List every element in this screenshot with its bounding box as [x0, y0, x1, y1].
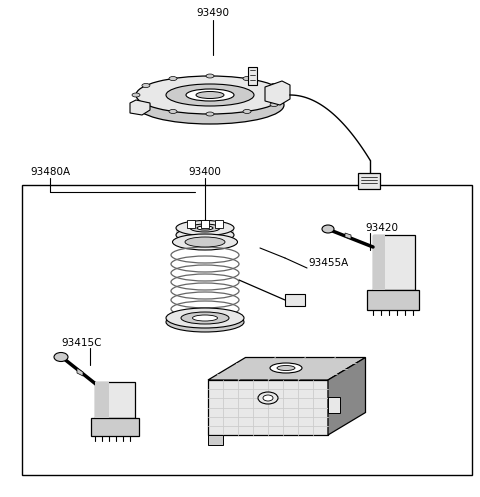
Text: 93490: 93490	[196, 8, 229, 18]
Polygon shape	[208, 435, 223, 445]
Polygon shape	[373, 235, 385, 290]
Text: 93455A: 93455A	[308, 258, 348, 268]
Ellipse shape	[132, 93, 140, 97]
Polygon shape	[328, 397, 340, 413]
Polygon shape	[367, 290, 419, 310]
Ellipse shape	[176, 221, 234, 236]
Text: 93415C: 93415C	[62, 338, 102, 348]
Bar	[22, 185, 472, 475]
Ellipse shape	[181, 312, 229, 324]
Polygon shape	[201, 220, 209, 228]
Ellipse shape	[136, 76, 284, 114]
Ellipse shape	[169, 109, 177, 113]
Text: 93400: 93400	[189, 167, 221, 177]
Ellipse shape	[277, 365, 295, 370]
Polygon shape	[208, 380, 328, 435]
Text: 93420: 93420	[365, 223, 398, 233]
Ellipse shape	[186, 89, 234, 101]
Ellipse shape	[196, 91, 224, 98]
Polygon shape	[285, 294, 305, 306]
Polygon shape	[176, 228, 234, 235]
Ellipse shape	[54, 352, 68, 361]
Polygon shape	[95, 382, 135, 418]
Polygon shape	[215, 220, 223, 228]
Ellipse shape	[280, 93, 288, 97]
Ellipse shape	[190, 224, 220, 232]
Ellipse shape	[263, 395, 273, 401]
Ellipse shape	[176, 228, 234, 243]
Ellipse shape	[142, 83, 150, 87]
Polygon shape	[208, 357, 365, 380]
Polygon shape	[328, 357, 365, 435]
Polygon shape	[187, 220, 195, 228]
Ellipse shape	[270, 83, 278, 87]
Polygon shape	[248, 67, 257, 85]
Ellipse shape	[206, 112, 214, 116]
Ellipse shape	[270, 102, 278, 106]
Ellipse shape	[243, 77, 251, 81]
Ellipse shape	[192, 315, 217, 321]
Polygon shape	[77, 368, 83, 376]
Polygon shape	[373, 235, 415, 290]
Ellipse shape	[172, 234, 238, 250]
Ellipse shape	[166, 84, 254, 106]
Polygon shape	[358, 173, 380, 189]
Polygon shape	[91, 418, 139, 436]
Polygon shape	[130, 100, 150, 115]
Ellipse shape	[206, 74, 214, 78]
Text: 93480A: 93480A	[30, 167, 70, 177]
Ellipse shape	[166, 312, 244, 332]
Polygon shape	[265, 81, 290, 105]
Ellipse shape	[243, 109, 251, 113]
Ellipse shape	[169, 77, 177, 81]
Ellipse shape	[322, 225, 334, 233]
Ellipse shape	[142, 102, 150, 106]
Ellipse shape	[197, 226, 213, 230]
Ellipse shape	[270, 363, 302, 373]
Polygon shape	[345, 233, 351, 239]
Polygon shape	[95, 382, 109, 418]
Ellipse shape	[166, 308, 244, 328]
Ellipse shape	[136, 86, 284, 124]
Ellipse shape	[258, 392, 278, 404]
Ellipse shape	[185, 237, 225, 247]
